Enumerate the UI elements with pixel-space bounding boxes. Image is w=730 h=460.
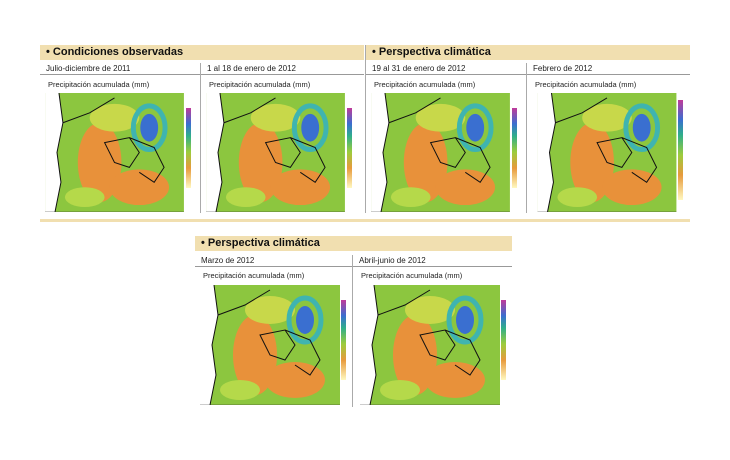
divider bbox=[526, 63, 527, 213]
divider-band bbox=[40, 219, 690, 222]
map bbox=[45, 93, 184, 212]
divider bbox=[352, 255, 353, 407]
map bbox=[538, 93, 677, 212]
divider bbox=[365, 45, 366, 213]
panel-label: Precipitación acumulada (mm) bbox=[48, 80, 150, 89]
color-bar bbox=[678, 100, 683, 200]
map bbox=[371, 93, 510, 212]
section-title: Condiciones observadas bbox=[40, 45, 364, 60]
period: Febrero de 2012 bbox=[527, 63, 690, 75]
panel-label: Precipitación acumulada (mm) bbox=[535, 80, 637, 89]
panel-label: Precipitación acumulada (mm) bbox=[361, 271, 463, 280]
period: Abril-junio de 2012 bbox=[353, 255, 512, 267]
map bbox=[206, 93, 345, 212]
panel-label: Precipitación acumulada (mm) bbox=[374, 80, 476, 89]
panel-label: Precipitación acumulada (mm) bbox=[209, 80, 311, 89]
map bbox=[200, 285, 340, 405]
color-bar bbox=[341, 300, 346, 380]
color-bar bbox=[512, 108, 517, 188]
section-title: Perspectiva climática bbox=[195, 236, 512, 251]
color-bar bbox=[186, 108, 191, 188]
color-bar bbox=[501, 300, 506, 380]
panel-label: Precipitación acumulada (mm) bbox=[203, 271, 305, 280]
map bbox=[360, 285, 500, 405]
color-bar bbox=[347, 108, 352, 188]
period: Julio-diciembre de 2011 bbox=[40, 63, 200, 75]
period: 1 al 18 de enero de 2012 bbox=[201, 63, 364, 75]
divider bbox=[200, 63, 201, 213]
section-title: Perspectiva climática bbox=[366, 45, 690, 60]
period: Marzo de 2012 bbox=[195, 255, 352, 267]
period: 19 al 31 de enero de 2012 bbox=[366, 63, 526, 75]
